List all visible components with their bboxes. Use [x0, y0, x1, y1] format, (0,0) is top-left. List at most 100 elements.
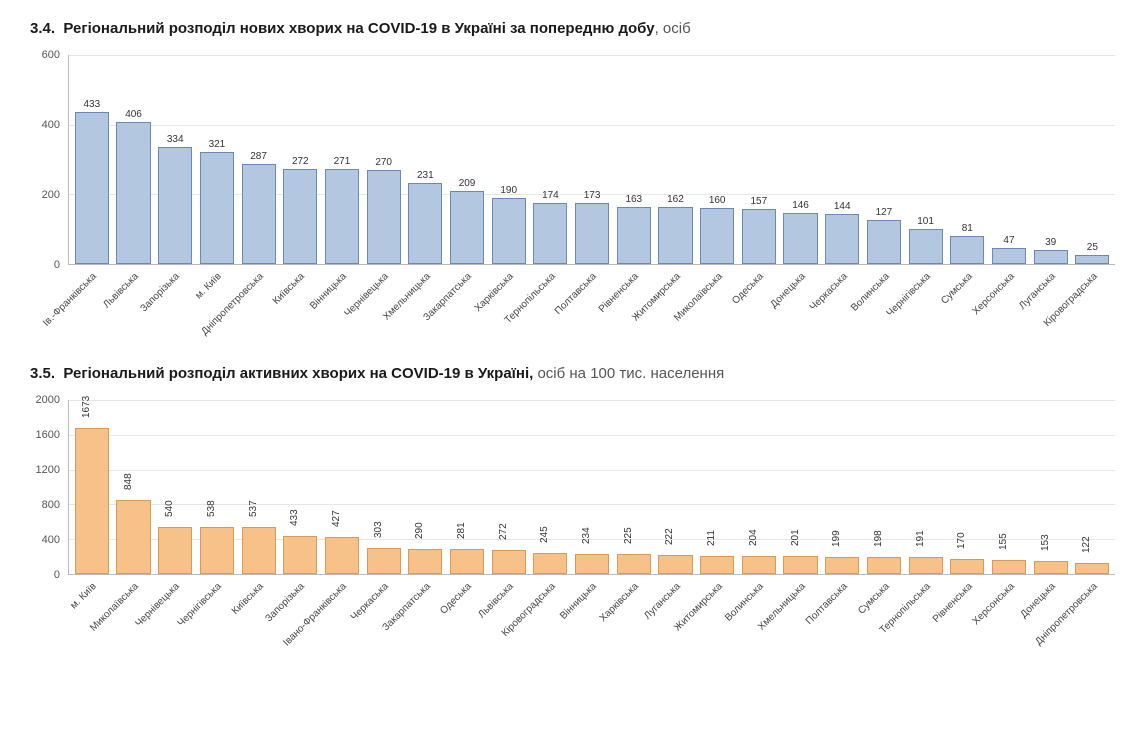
bar-value-label: 122	[1081, 537, 1092, 554]
x-axis-labels: Ів.-ФранківськаЛьвівськаЗапорізькам. Киї…	[68, 265, 1115, 335]
bar-rect	[408, 549, 442, 574]
bar-rect	[575, 203, 609, 264]
bar-rect	[242, 527, 276, 574]
bar-slot: 427	[321, 400, 363, 574]
bar-value-label: 127	[876, 207, 893, 218]
bar-slot: 204	[738, 400, 780, 574]
bar-slot: 127	[863, 55, 905, 264]
bar-slot: 209	[446, 55, 488, 264]
bar-rect	[75, 428, 109, 574]
bar-value-label: 191	[915, 531, 926, 548]
bar-rect	[1075, 563, 1109, 574]
bar-rect	[1075, 255, 1109, 264]
bar-value-label: 433	[84, 99, 101, 110]
bar-slot: 162	[655, 55, 697, 264]
bar-slot: 101	[905, 55, 947, 264]
bar-slot: 271	[321, 55, 363, 264]
x-axis-labels: м. КиївМиколаївськаЧернівецькаЧернігівсь…	[68, 575, 1115, 645]
bar-value-label: 81	[962, 223, 973, 234]
bar-value-label: 170	[956, 532, 967, 549]
x-axis-label: Ів.-Франківська	[41, 271, 99, 329]
bar-slot: 201	[780, 400, 822, 574]
bar-value-label: 290	[414, 522, 425, 539]
bar-rect	[492, 198, 526, 265]
bar-rect	[742, 209, 776, 264]
bar-value-label: 101	[917, 216, 934, 227]
bar-rect	[116, 122, 150, 264]
bar-value-label: 848	[123, 473, 134, 490]
bar-slot: 163	[613, 55, 655, 264]
y-axis: 0400800120016002000	[30, 400, 68, 575]
x-label-slot: Запорізька	[153, 265, 195, 335]
bar-rect	[408, 183, 442, 264]
bar-slot: 160	[696, 55, 738, 264]
bar-value-label: 155	[998, 534, 1009, 551]
bar-slot: 281	[446, 400, 488, 574]
bars-container: 1673848540538537433427303290281272245234…	[69, 400, 1115, 574]
bar-rect	[450, 549, 484, 574]
bar-slot: 433	[279, 400, 321, 574]
title-main: Регіональний розподіл нових хворих на CO…	[63, 20, 654, 37]
bar-slot: 234	[571, 400, 613, 574]
bar-value-label: 234	[581, 527, 592, 544]
bar-rect	[867, 557, 901, 574]
bar-value-label: 225	[623, 528, 634, 545]
bar-value-label: 321	[209, 139, 226, 150]
bar-value-label: 281	[456, 523, 467, 540]
bar-slot: 39	[1030, 55, 1072, 264]
bar-rect	[158, 147, 192, 264]
bar-rect	[992, 560, 1026, 574]
y-axis: 0200400600	[30, 55, 68, 265]
bar-value-label: 270	[375, 157, 392, 168]
bar-slot: 290	[405, 400, 447, 574]
bar-rect	[825, 214, 859, 264]
bar-slot: 174	[530, 55, 572, 264]
bar-value-label: 1673	[81, 395, 92, 417]
bar-slot: 433	[71, 55, 113, 264]
bar-slot: 245	[530, 400, 572, 574]
bar-value-label: 199	[831, 530, 842, 547]
bar-rect	[325, 537, 359, 574]
title-main: Регіональний розподіл активних хворих на…	[63, 365, 533, 382]
bar-value-label: 271	[334, 156, 351, 167]
bar-value-label: 334	[167, 134, 184, 145]
bar-rect	[200, 527, 234, 574]
bar-rect	[867, 220, 901, 264]
bar-value-label: 272	[292, 156, 309, 167]
bar-value-label: 433	[289, 509, 300, 526]
bar-value-label: 190	[500, 185, 517, 196]
bar-rect	[658, 207, 692, 264]
bar-slot: 270	[363, 55, 405, 264]
bar-value-label: 287	[250, 151, 267, 162]
bar-slot: 47	[988, 55, 1030, 264]
bar-slot: 848	[113, 400, 155, 574]
bar-rect	[700, 556, 734, 574]
bar-value-label: 163	[625, 194, 642, 205]
x-label-slot: Кіровоградська	[1071, 265, 1113, 335]
chart-area: 0400800120016002000 16738485405385374334…	[30, 400, 1115, 575]
bar-rect	[450, 191, 484, 264]
bar-slot: 122	[1072, 400, 1114, 574]
plot-area: 1673848540538537433427303290281272245234…	[68, 400, 1115, 575]
bar-rect	[283, 169, 317, 264]
bar-rect	[783, 213, 817, 264]
bar-slot: 334	[154, 55, 196, 264]
bars-container: 4334063343212872722712702312091901741731…	[69, 55, 1115, 264]
bar-slot: 211	[696, 400, 738, 574]
bar-rect	[533, 553, 567, 574]
bar-value-label: 211	[706, 530, 717, 546]
bar-value-label: 222	[664, 528, 675, 545]
bar-rect	[783, 556, 817, 574]
bar-slot: 198	[863, 400, 905, 574]
bar-value-label: 153	[1040, 534, 1051, 551]
bar-slot: 153	[1030, 400, 1072, 574]
bar-value-label: 47	[1003, 235, 1014, 246]
bar-value-label: 160	[709, 195, 726, 206]
bar-value-label: 198	[873, 530, 884, 547]
bar-slot: 170	[946, 400, 988, 574]
plot-area: 4334063343212872722712702312091901741731…	[68, 55, 1115, 265]
bar-slot: 287	[238, 55, 280, 264]
bar-rect	[950, 236, 984, 264]
bar-value-label: 25	[1087, 242, 1098, 253]
bar-rect	[242, 164, 276, 264]
